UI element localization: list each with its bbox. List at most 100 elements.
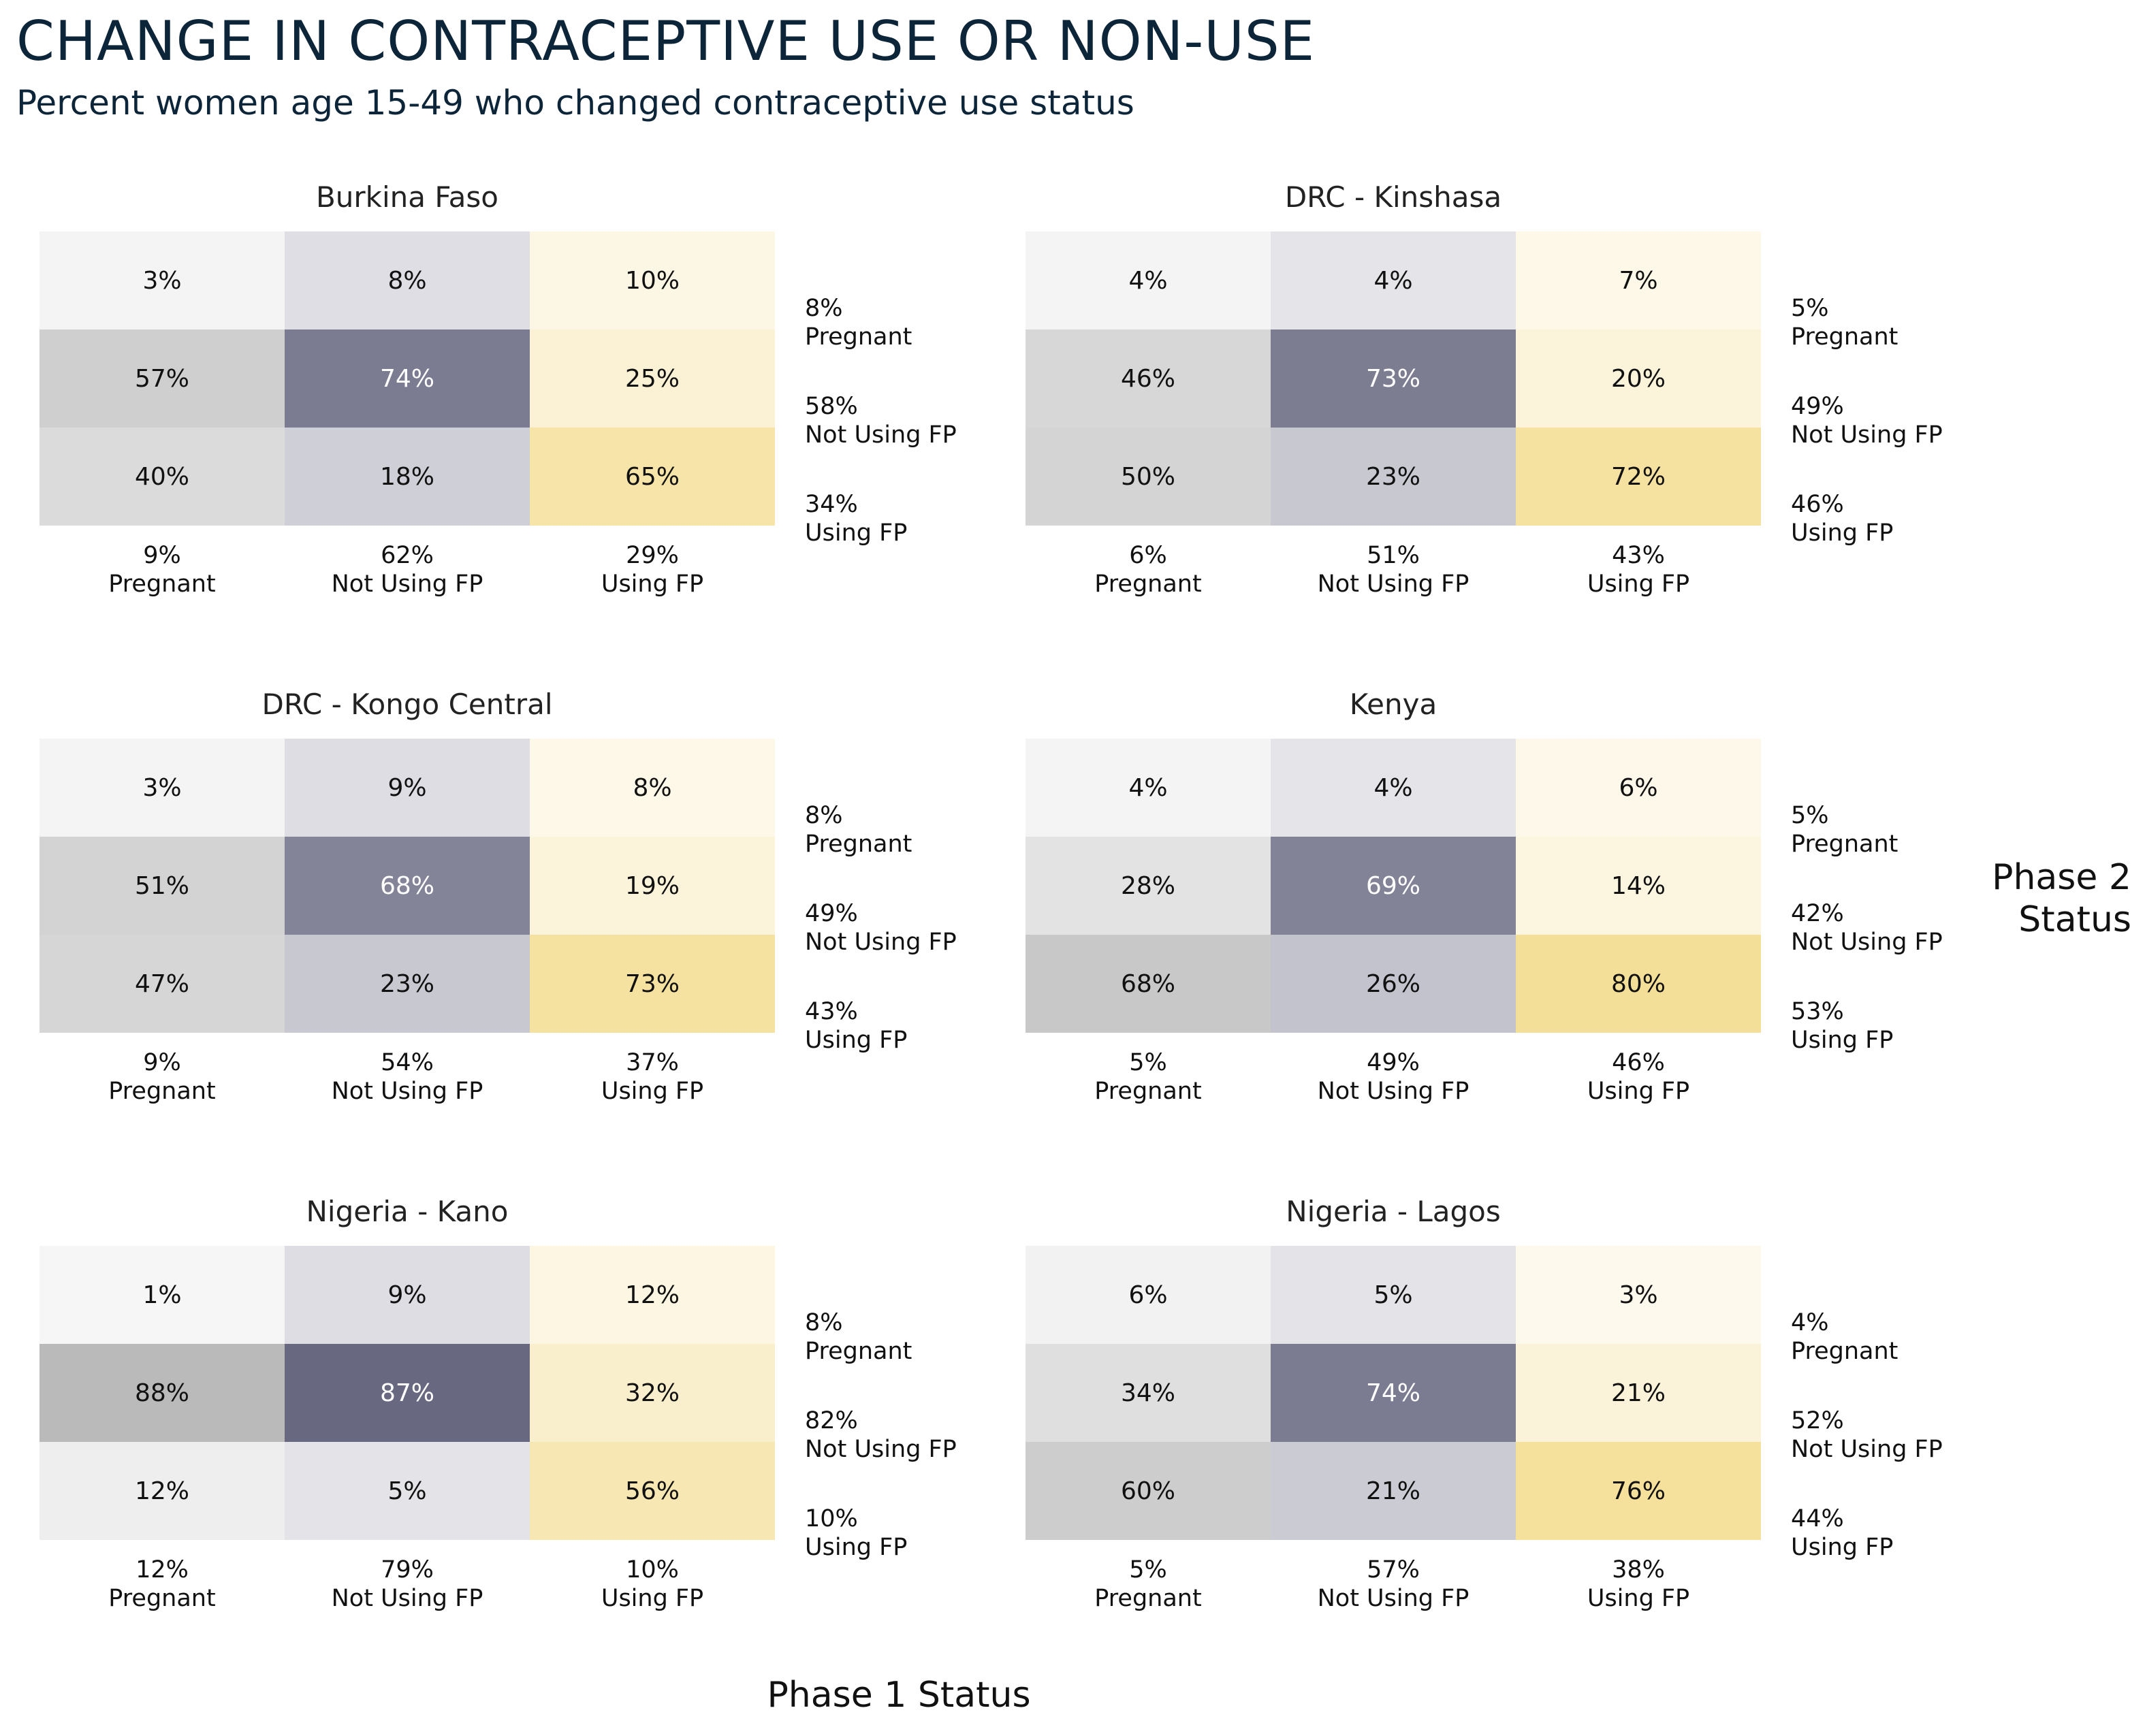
- column-total-label: Using FP: [1587, 570, 1690, 598]
- column-total-label: Not Using FP: [1317, 1078, 1469, 1105]
- column-total-label: Pregnant: [1094, 1585, 1202, 1612]
- column-total-value: 49%: [1367, 1049, 1420, 1076]
- column-total: 43% Using FP: [1516, 541, 1761, 598]
- heatmap-cell: 23%: [1271, 428, 1516, 526]
- column-total: 79% Not Using FP: [285, 1556, 530, 1613]
- column-total: 51% Not Using FP: [1271, 541, 1516, 598]
- heatmap-cell: 14%: [1516, 837, 1761, 935]
- y-axis-title-line: Status: [2018, 899, 2131, 940]
- heatmap-cell: 69%: [1271, 837, 1516, 935]
- row-total-value: 43%: [805, 998, 858, 1025]
- heatmap-cell: 51%: [39, 837, 285, 935]
- heatmap-grid: 3% 9% 8% 51% 68% 19% 47% 23% 73%: [39, 739, 775, 1033]
- heatmap-cell: 4%: [1026, 231, 1271, 329]
- column-total-value: 43%: [1612, 542, 1665, 569]
- heatmap-cell: 50%: [1026, 428, 1271, 526]
- row-total: 42% Not Using FP: [1791, 899, 2009, 957]
- heatmap-cell: 4%: [1271, 739, 1516, 837]
- row-total-value: 52%: [1791, 1407, 1844, 1434]
- row-total-label: Not Using FP: [805, 421, 957, 449]
- heatmap-cell: 19%: [530, 837, 775, 935]
- heatmap-cell: 73%: [530, 935, 775, 1033]
- heatmap-cell: 25%: [530, 329, 775, 428]
- column-total-label: Pregnant: [1094, 570, 1202, 598]
- row-total-value: 42%: [1791, 900, 1844, 927]
- row-total: 5% Pregnant: [1791, 294, 2009, 351]
- heatmap-cell: 4%: [1271, 231, 1516, 329]
- heatmap-grid: 4% 4% 7% 46% 73% 20% 50% 23% 72%: [1026, 231, 1761, 526]
- heatmap-cell: 8%: [285, 231, 530, 329]
- column-total-label: Using FP: [1587, 1585, 1690, 1612]
- column-total: 10% Using FP: [530, 1556, 775, 1613]
- row-total-label: Not Using FP: [805, 1436, 957, 1463]
- row-total-value: 44%: [1791, 1505, 1844, 1532]
- heatmap-cell: 3%: [1516, 1246, 1761, 1344]
- row-total: 52% Not Using FP: [1791, 1407, 2009, 1464]
- heatmap-cell: 32%: [530, 1344, 775, 1442]
- column-total-value: 9%: [143, 542, 181, 569]
- heatmap-cell: 6%: [1516, 739, 1761, 837]
- heatmap-cell: 46%: [1026, 329, 1271, 428]
- row-total-value: 8%: [805, 802, 843, 829]
- heatmap-cell: 26%: [1271, 935, 1516, 1033]
- column-total-label: Using FP: [601, 1078, 704, 1105]
- column-total-value: 54%: [381, 1049, 434, 1076]
- row-total: 8% Pregnant: [805, 801, 1023, 858]
- row-total-value: 4%: [1791, 1309, 1829, 1336]
- heatmap-cell: 3%: [39, 739, 285, 837]
- panel-title: Nigeria - Lagos: [1286, 1195, 1501, 1228]
- row-total-value: 46%: [1791, 491, 1844, 518]
- heatmap-cell: 57%: [39, 329, 285, 428]
- row-total-label: Using FP: [805, 1027, 908, 1054]
- panel-title: Burkina Faso: [315, 180, 499, 214]
- column-total: 37% Using FP: [530, 1048, 775, 1106]
- column-total-value: 79%: [381, 1556, 434, 1584]
- row-total: 34% Using FP: [805, 490, 1023, 547]
- column-total-label: Using FP: [601, 1585, 704, 1612]
- row-total-label: Pregnant: [805, 1338, 912, 1365]
- column-total-label: Using FP: [1587, 1078, 1690, 1105]
- heatmap-cell: 60%: [1026, 1442, 1271, 1540]
- heatmap-cell: 21%: [1271, 1442, 1516, 1540]
- heatmap-cell: 9%: [285, 739, 530, 837]
- column-total: 9% Pregnant: [39, 541, 285, 598]
- y-axis-title-line: Phase 2: [1992, 857, 2131, 898]
- heatmap-cell: 21%: [1516, 1344, 1761, 1442]
- row-total-label: Using FP: [805, 519, 908, 547]
- row-total-label: Pregnant: [1791, 831, 1898, 858]
- column-total-value: 62%: [381, 542, 434, 569]
- heatmap-cell: 65%: [530, 428, 775, 526]
- row-total: 49% Not Using FP: [805, 899, 1023, 957]
- chart-subtitle: Percent women age 15-49 who changed cont…: [16, 83, 1134, 123]
- column-total-label: Not Using FP: [331, 1078, 483, 1105]
- row-total-value: 5%: [1791, 802, 1829, 829]
- row-total: 43% Using FP: [805, 997, 1023, 1055]
- column-total: 29% Using FP: [530, 541, 775, 598]
- column-total-label: Pregnant: [108, 570, 216, 598]
- panel-title: DRC - Kinshasa: [1284, 180, 1502, 214]
- row-total: 8% Pregnant: [805, 294, 1023, 351]
- heatmap-cell: 8%: [530, 739, 775, 837]
- row-total-value: 53%: [1791, 998, 1844, 1025]
- row-total: 49% Not Using FP: [1791, 392, 2009, 449]
- column-total: 6% Pregnant: [1026, 541, 1271, 598]
- heatmap-cell: 73%: [1271, 329, 1516, 428]
- y-axis-title: Phase 2 Status: [1992, 856, 2131, 941]
- heatmap-cell: 20%: [1516, 329, 1761, 428]
- heatmap-cell: 68%: [1026, 935, 1271, 1033]
- heatmap-cell: 3%: [39, 231, 285, 329]
- row-total-label: Pregnant: [1791, 323, 1898, 351]
- panel-nigeria-kano: Nigeria - Kano 1% 9% 12% 88% 87% 32% 12% 5% 56% 8%…: [39, 1191, 1020, 1668]
- heatmap-cell: 23%: [285, 935, 530, 1033]
- row-total-label: Pregnant: [1791, 1338, 1898, 1365]
- column-total: 49% Not Using FP: [1271, 1048, 1516, 1106]
- heatmap-cell: 76%: [1516, 1442, 1761, 1540]
- heatmap-cell: 4%: [1026, 739, 1271, 837]
- column-total-value: 51%: [1367, 542, 1420, 569]
- column-total: 12% Pregnant: [39, 1556, 285, 1613]
- heatmap-cell: 56%: [530, 1442, 775, 1540]
- panel-drc-kinshasa: DRC - Kinshasa 4% 4% 7% 46% 73% 20% 50% 23% 72% 5%…: [1026, 177, 2006, 654]
- column-total-label: Not Using FP: [1317, 1585, 1469, 1612]
- row-total-value: 10%: [805, 1505, 858, 1532]
- row-total-label: Not Using FP: [805, 929, 957, 956]
